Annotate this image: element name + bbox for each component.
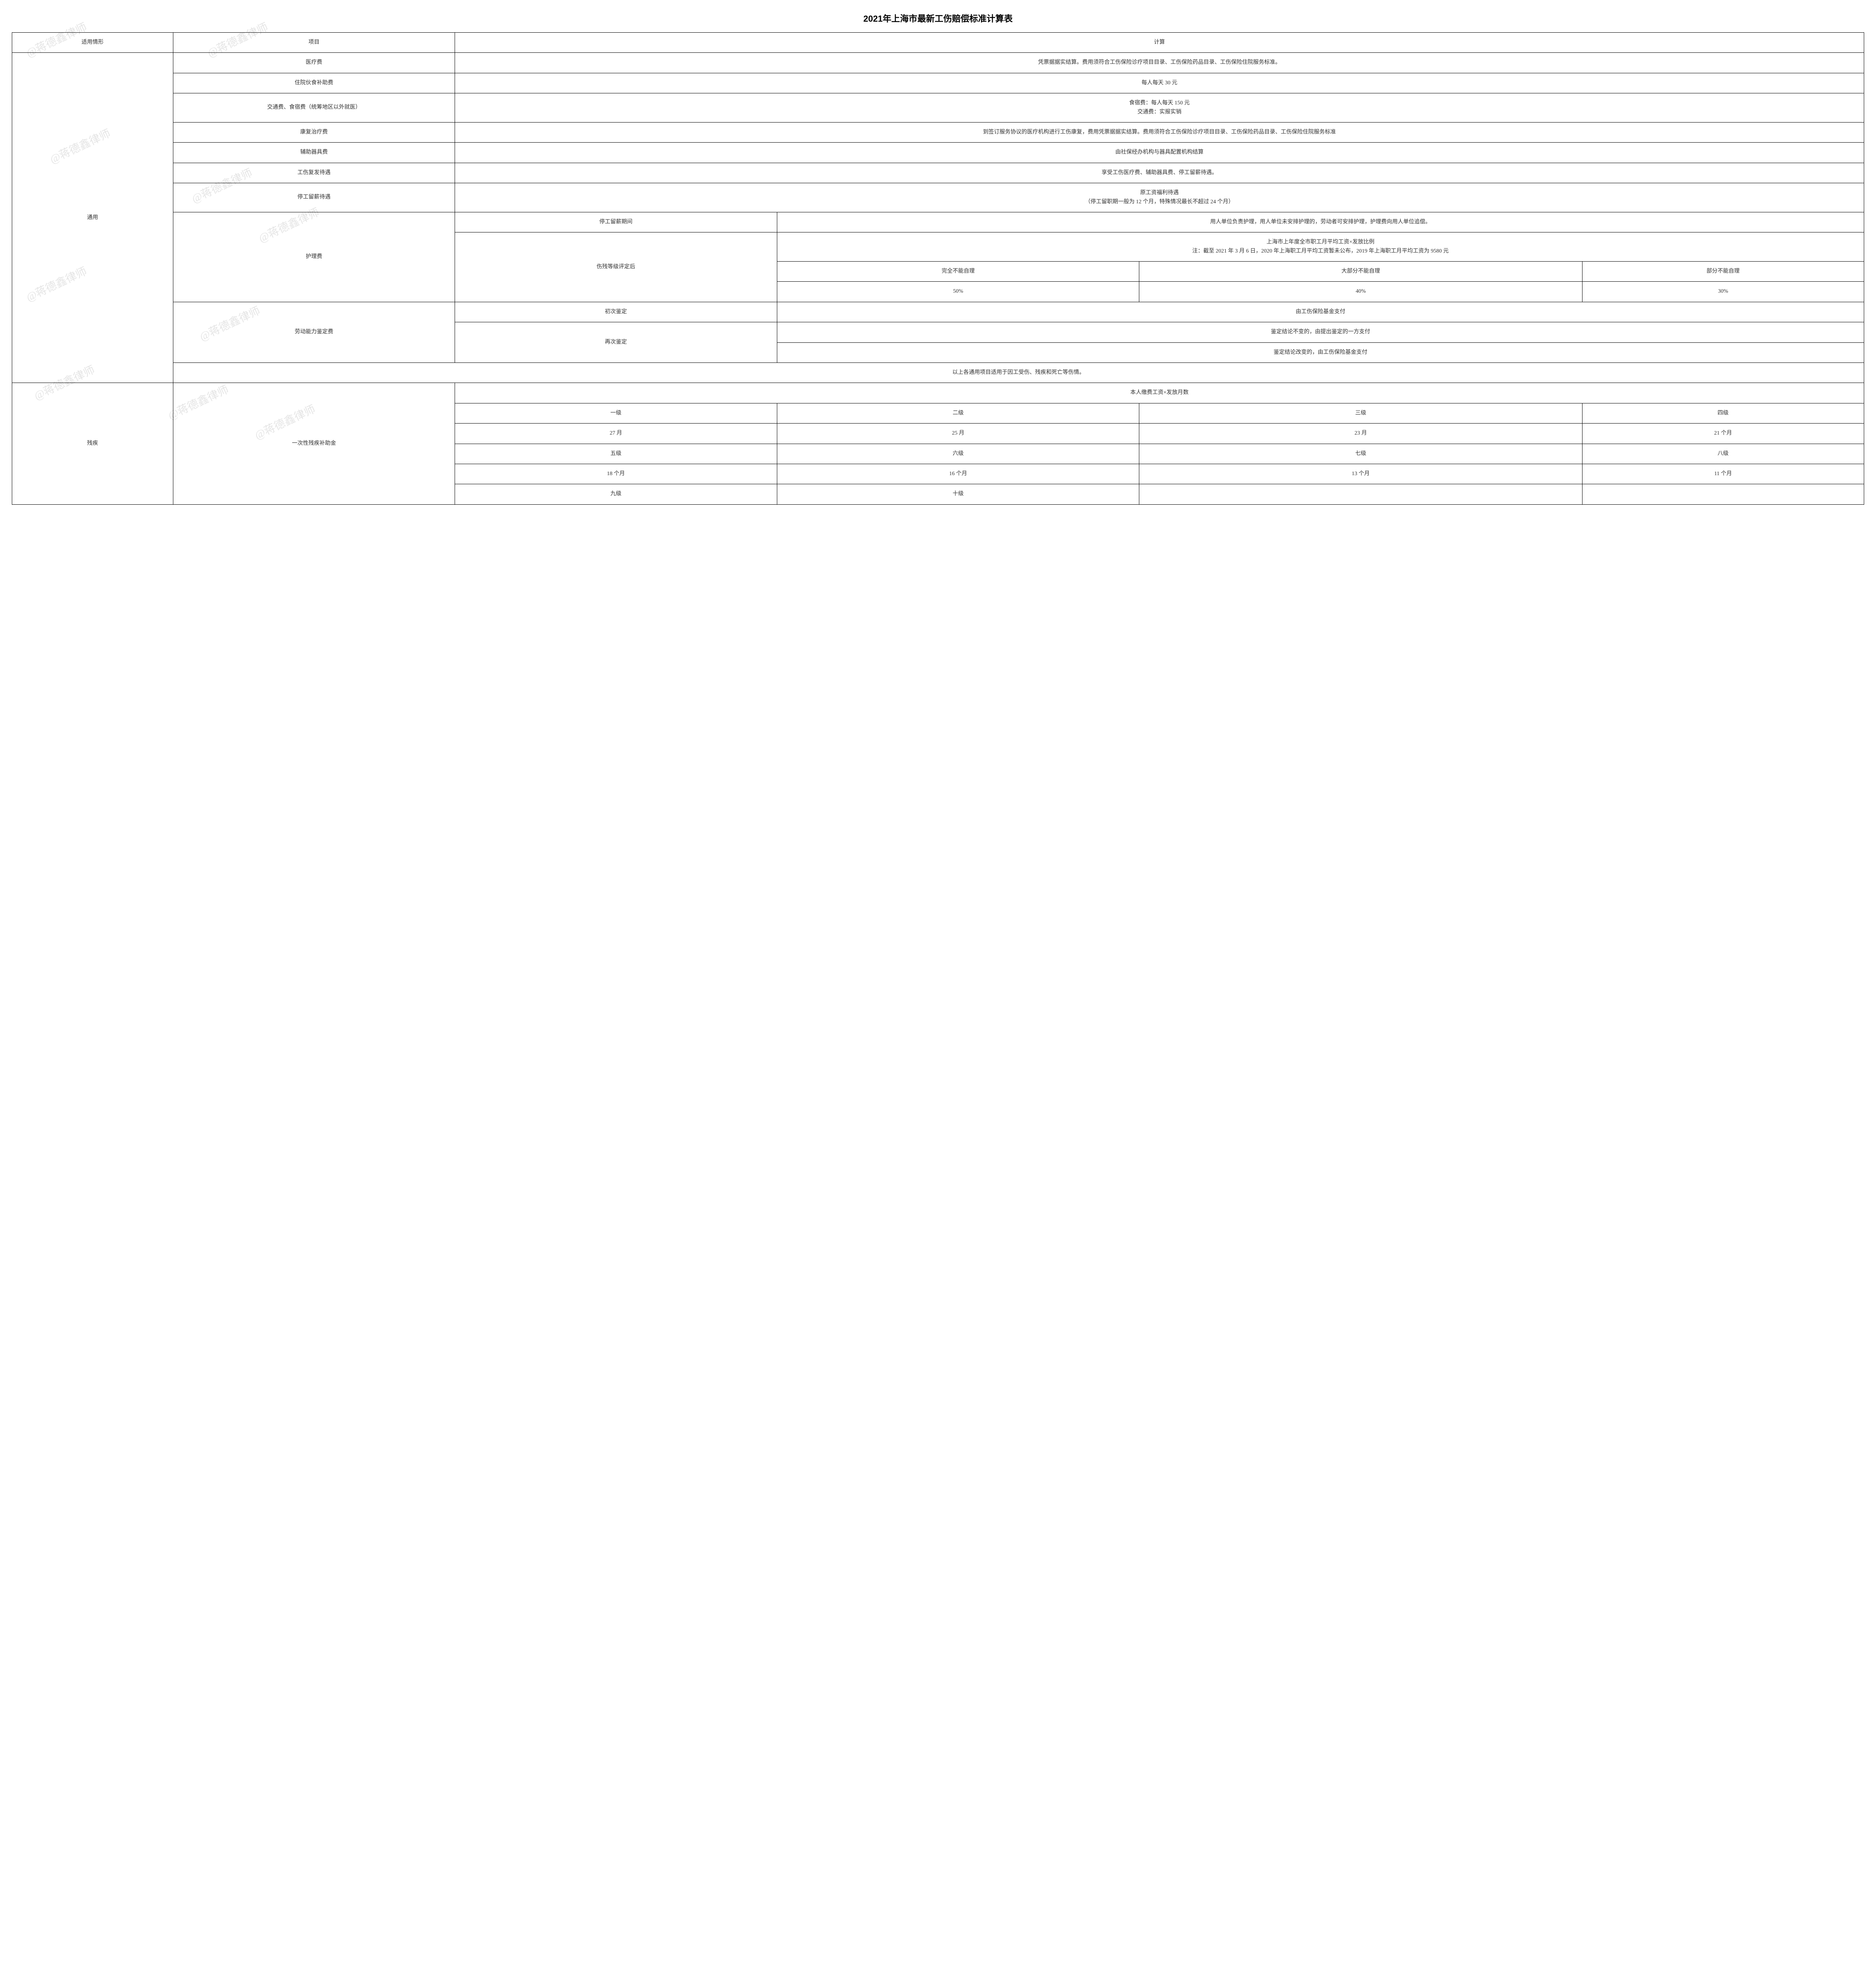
table-row: 辅助器具费 由社保经办机构与器具配置机构结算	[12, 143, 1864, 163]
group-canji: 残疾	[12, 383, 173, 504]
compensation-table: 适用情形 项目 计算 通用 医疗费 凭票据据实结算。费用须符合工伤保险诊疗项目目…	[12, 32, 1864, 505]
group-tongyong: 通用	[12, 53, 173, 383]
calc-cell: 由社保经办机构与器具配置机构结算	[455, 143, 1864, 163]
grade-cell: 四级	[1582, 403, 1864, 423]
calc-line: （停工留职期一般为 12 个月，特殊情况最长不超过 24 个月）	[458, 198, 1861, 206]
month-cell: 16 个月	[777, 464, 1139, 484]
table-row: 以上各通用项目适用于因工受伤、残疾和死亡等伤情。	[12, 363, 1864, 383]
sub-item-cell: 停工留薪期间	[455, 212, 777, 232]
grade-cell: 一级	[455, 403, 777, 423]
item-cell: 住院伙食补助费	[173, 73, 455, 93]
table-row: 残疾 一次性残疾补助金 本人缴费工资×发放月数	[12, 383, 1864, 403]
calc-cell: 上海市上年度全市职工月平均工资×发放比例 注：截至 2021 年 3 月 6 日…	[777, 232, 1864, 262]
table-row: 停工留薪待遇 原工资福利待遇 （停工留职期一般为 12 个月，特殊情况最长不超过…	[12, 183, 1864, 212]
table-row: 通用 医疗费 凭票据据实结算。费用须符合工伤保险诊疗项目目录、工伤保险药品目录、…	[12, 53, 1864, 73]
item-cell: 辅助器具费	[173, 143, 455, 163]
pct-cell: 30%	[1582, 282, 1864, 302]
grade-cell: 六级	[777, 444, 1139, 464]
hdr-situation: 适用情形	[12, 33, 173, 53]
item-cell: 医疗费	[173, 53, 455, 73]
calc-cell: 食宿费：每人每天 150 元 交通费：实报实销	[455, 93, 1864, 123]
table-row: 交通费、食宿费（统筹地区以外就医） 食宿费：每人每天 150 元 交通费：实报实…	[12, 93, 1864, 123]
month-cell: 18 个月	[455, 464, 777, 484]
item-cell: 一次性残疾补助金	[173, 383, 455, 504]
hdr-item: 项目	[173, 33, 455, 53]
item-cell: 工伤复发待遇	[173, 163, 455, 183]
calc-cell: 用人单位负责护理，用人单位未安排护理的，劳动者可安排护理，护理费向用人单位追偿。	[777, 212, 1864, 232]
hdr-calc: 计算	[455, 33, 1864, 53]
sub-item-cell: 伤残等级评定后	[455, 232, 777, 302]
grade-cell: 八级	[1582, 444, 1864, 464]
grade-cell: 九级	[455, 484, 777, 504]
sub-item-cell: 再次鉴定	[455, 322, 777, 363]
item-cell: 劳动能力鉴定费	[173, 302, 455, 362]
table-row: 康复治疗费 到签订服务协议的医疗机构进行工伤康复，费用凭票据据实结算。费用须符合…	[12, 122, 1864, 142]
calc-cell: 本人缴费工资×发放月数	[455, 383, 1864, 403]
pct-cell: 40%	[1139, 282, 1582, 302]
grade-cell: 五级	[455, 444, 777, 464]
table-row: 工伤复发待遇 享受工伤医疗费、辅助器具费、停工留薪待遇。	[12, 163, 1864, 183]
item-cell: 交通费、食宿费（统筹地区以外就医）	[173, 93, 455, 123]
summary-cell: 以上各通用项目适用于因工受伤、残疾和死亡等伤情。	[173, 363, 1864, 383]
month-cell: 27 月	[455, 424, 777, 444]
calc-cell: 由工伤保险基金支付	[777, 302, 1864, 322]
empty-cell	[1139, 484, 1582, 504]
table-header-row: 适用情形 项目 计算	[12, 33, 1864, 53]
calc-cell: 享受工伤医疗费、辅助器具费、停工留薪待遇。	[455, 163, 1864, 183]
item-cell: 停工留薪待遇	[173, 183, 455, 212]
month-cell: 25 月	[777, 424, 1139, 444]
table-row: 护理费 停工留薪期间 用人单位负责护理，用人单位未安排护理的，劳动者可安排护理，…	[12, 212, 1864, 232]
table-row: 住院伙食补助费 每人每天 30 元	[12, 73, 1864, 93]
item-cell: 护理费	[173, 212, 455, 302]
pct-cell: 50%	[777, 282, 1139, 302]
calc-cell: 鉴定结论不变的，由提出鉴定的一方支付	[777, 322, 1864, 342]
calc-line: 原工资福利待遇	[458, 189, 1861, 197]
calc-cell: 凭票据据实结算。费用须符合工伤保险诊疗项目目录、工伤保险药品目录、工伤保险住院服…	[455, 53, 1864, 73]
level-cell: 部分不能自理	[1582, 262, 1864, 282]
calc-line: 食宿费：每人每天 150 元	[458, 99, 1861, 108]
calc-cell: 鉴定结论改变的，由工伤保险基金支付	[777, 342, 1864, 362]
month-cell: 23 月	[1139, 424, 1582, 444]
sub-item-cell: 初次鉴定	[455, 302, 777, 322]
empty-cell	[1582, 484, 1864, 504]
grade-cell: 三级	[1139, 403, 1582, 423]
calc-cell: 原工资福利待遇 （停工留职期一般为 12 个月，特殊情况最长不超过 24 个月）	[455, 183, 1864, 212]
calc-cell: 到签订服务协议的医疗机构进行工伤康复，费用凭票据据实结算。费用须符合工伤保险诊疗…	[455, 122, 1864, 142]
calc-cell: 每人每天 30 元	[455, 73, 1864, 93]
page-title: 2021年上海市最新工伤赔偿标准计算表	[12, 12, 1864, 24]
table-row: 劳动能力鉴定费 初次鉴定 由工伤保险基金支付	[12, 302, 1864, 322]
grade-cell: 七级	[1139, 444, 1582, 464]
grade-cell: 十级	[777, 484, 1139, 504]
month-cell: 11 个月	[1582, 464, 1864, 484]
calc-line: 上海市上年度全市职工月平均工资×发放比例	[780, 238, 1861, 247]
level-cell: 完全不能自理	[777, 262, 1139, 282]
month-cell: 13 个月	[1139, 464, 1582, 484]
calc-note: 注：截至 2021 年 3 月 6 日，2020 年上海职工月平均工资暂未公布，…	[780, 247, 1861, 256]
month-cell: 21 个月	[1582, 424, 1864, 444]
item-cell: 康复治疗费	[173, 122, 455, 142]
calc-line: 交通费：实报实销	[458, 108, 1861, 117]
grade-cell: 二级	[777, 403, 1139, 423]
level-cell: 大部分不能自理	[1139, 262, 1582, 282]
